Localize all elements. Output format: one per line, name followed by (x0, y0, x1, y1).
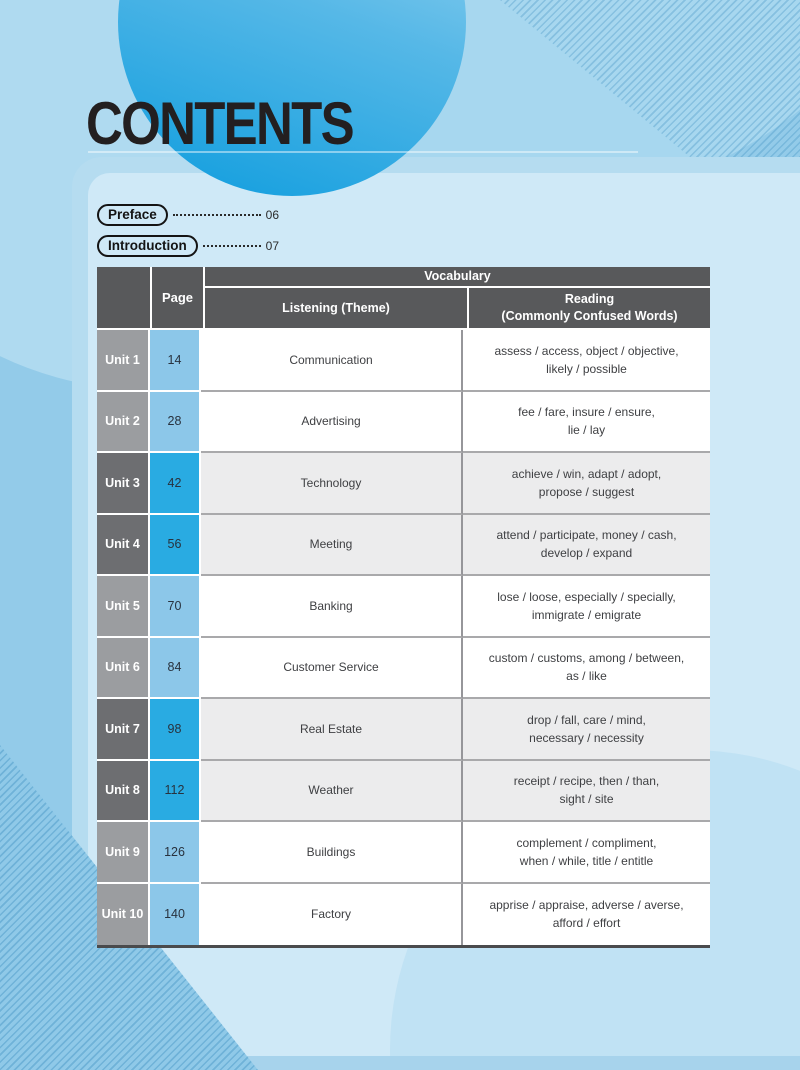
dotted-leader (202, 245, 261, 247)
page-number-cell: 28 (150, 391, 201, 453)
unit-cell: Unit 9 (97, 822, 150, 884)
toc-entry-preface: Preface 06 (97, 203, 279, 227)
unit-cell: Unit 8 (97, 760, 150, 822)
table-row: Unit 4 56 Meeting attend / participate, … (97, 514, 710, 576)
listening-theme-cell: Factory (201, 883, 463, 945)
table-row: Unit 2 28 Advertising fee / fare, insure… (97, 391, 710, 453)
header-vocabulary-subrow: Listening (Theme) Reading (Commonly Conf… (205, 288, 710, 328)
table-row: Unit 3 42 Technology achieve / win, adap… (97, 453, 710, 515)
reading-words-cell: complement / compliment, when / while, t… (463, 822, 710, 884)
listening-theme-cell: Communication (201, 330, 463, 392)
table-header: Page Vocabulary Listening (Theme) Readin… (97, 267, 710, 330)
toc-list: Preface 06 Introduction 07 (97, 203, 279, 265)
page-number-cell: 84 (150, 637, 201, 699)
table-row: Unit 5 70 Banking lose / loose, especial… (97, 576, 710, 638)
preface-pill: Preface (97, 204, 168, 226)
table-body: Unit 1 14 Communication assess / access,… (97, 330, 710, 945)
listening-theme-cell: Customer Service (201, 637, 463, 699)
unit-cell: Unit 1 (97, 330, 150, 392)
table-row: Unit 9 126 Buildings complement / compli… (97, 822, 710, 884)
listening-theme-cell: Real Estate (201, 699, 463, 761)
unit-cell: Unit 3 (97, 453, 150, 515)
unit-cell: Unit 4 (97, 514, 150, 576)
header-vocabulary: Vocabulary (205, 267, 710, 288)
page-number-cell: 70 (150, 576, 201, 638)
dotted-leader (172, 214, 261, 216)
reading-words-cell: receipt / recipe, then / than, sight / s… (463, 760, 710, 822)
reading-words-cell: achieve / win, adapt / adopt, propose / … (463, 453, 710, 515)
table-row: Unit 8 112 Weather receipt / recipe, the… (97, 760, 710, 822)
page-title: CONTENTS (86, 90, 355, 157)
table-row: Unit 6 84 Customer Service custom / cust… (97, 637, 710, 699)
contents-table: Page Vocabulary Listening (Theme) Readin… (97, 267, 710, 948)
listening-theme-cell: Meeting (201, 514, 463, 576)
preface-page-number: 06 (265, 208, 279, 222)
unit-cell: Unit 7 (97, 699, 150, 761)
listening-theme-cell: Weather (201, 760, 463, 822)
reading-words-cell: drop / fall, care / mind, necessary / ne… (463, 699, 710, 761)
unit-cell: Unit 6 (97, 637, 150, 699)
reading-words-cell: apprise / appraise, adverse / averse, af… (463, 883, 710, 945)
page-number-cell: 56 (150, 514, 201, 576)
listening-theme-cell: Advertising (201, 391, 463, 453)
listening-theme-cell: Buildings (201, 822, 463, 884)
header-reading-confused-words: Reading (Commonly Confused Words) (469, 288, 710, 328)
table-row: Unit 1 14 Communication assess / access,… (97, 330, 710, 392)
reading-words-cell: assess / access, object / objective, lik… (463, 330, 710, 392)
listening-theme-cell: Banking (201, 576, 463, 638)
header-vocabulary-group: Vocabulary Listening (Theme) Reading (Co… (205, 267, 710, 328)
introduction-pill: Introduction (97, 235, 198, 257)
page-number-cell: 42 (150, 453, 201, 515)
reading-words-cell: lose / loose, especially / specially, im… (463, 576, 710, 638)
page-number-cell: 112 (150, 760, 201, 822)
reading-words-cell: custom / customs, among / between, as / … (463, 637, 710, 699)
header-page: Page (152, 267, 205, 328)
unit-cell: Unit 10 (97, 883, 150, 945)
header-corner-cell (97, 267, 152, 328)
reading-words-cell: fee / fare, insure / ensure, lie / lay (463, 391, 710, 453)
title-underline (88, 151, 638, 153)
introduction-page-number: 07 (265, 239, 279, 253)
page-number-cell: 126 (150, 822, 201, 884)
page-number-cell: 14 (150, 330, 201, 392)
page-number-cell: 140 (150, 883, 201, 945)
table-row: Unit 10 140 Factory apprise / appraise, … (97, 883, 710, 945)
page-number-cell: 98 (150, 699, 201, 761)
toc-entry-introduction: Introduction 07 (97, 234, 279, 258)
table-row: Unit 7 98 Real Estate drop / fall, care … (97, 699, 710, 761)
header-listening-theme: Listening (Theme) (205, 288, 469, 328)
unit-cell: Unit 2 (97, 391, 150, 453)
unit-cell: Unit 5 (97, 576, 150, 638)
listening-theme-cell: Technology (201, 453, 463, 515)
reading-words-cell: attend / participate, money / cash, deve… (463, 514, 710, 576)
